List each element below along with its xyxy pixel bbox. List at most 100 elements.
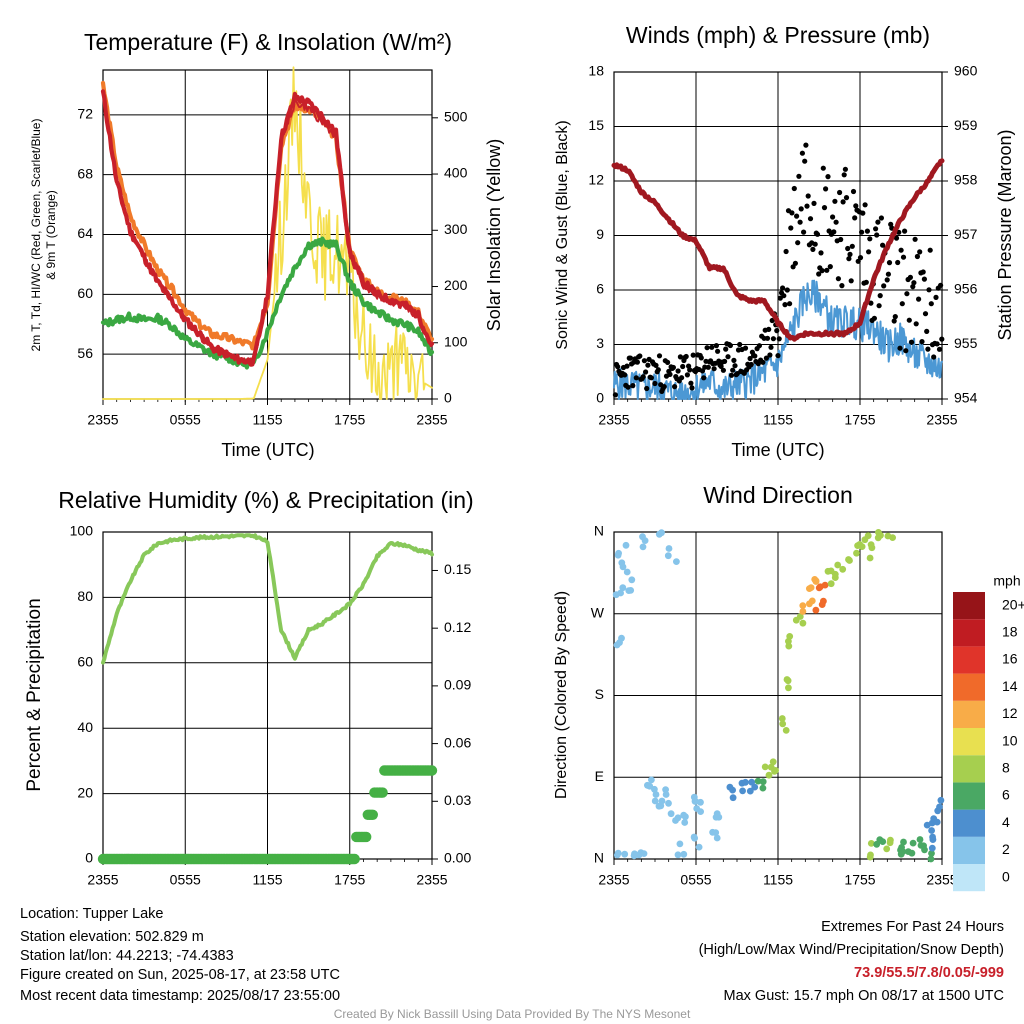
dir-point [691,834,698,842]
dir-point [883,845,891,853]
dir-point [839,565,847,573]
extremes-values: 73.9/55.5/7.8/0.05/-999 [854,965,1004,981]
rh-ytick-label: 40 [77,719,93,735]
dir-point [621,850,629,858]
wind-gust-point [845,245,851,252]
rh-xtick-label: 2355 [416,872,447,888]
dir-point [726,783,734,791]
wind-gust-point [791,185,797,192]
dir-point [778,715,786,722]
dir-xtick-label: 0555 [680,872,711,888]
dir-point [916,836,924,843]
dir-point [834,561,842,569]
wind-gust-point [919,339,925,345]
wind-gust-point [807,216,814,222]
wind-gust-point [799,150,806,156]
wind-gust-point [767,352,773,358]
wind-gust-point [911,280,917,286]
dir-point [751,783,759,791]
wind-gust-point [677,354,684,360]
dir-point [929,836,937,843]
temp-ytick-label: 60 [77,285,93,301]
wind-gust-point [866,249,872,255]
rh-y2tick-label: 0.15 [444,561,471,577]
wind-ytick-label: 3 [596,335,604,351]
temp-y2tick-label: 300 [444,221,468,237]
wind-gust-point [891,318,897,324]
wind-gust-point [737,341,743,348]
wind-gust-point [742,345,749,351]
wind-gust-point [831,229,837,235]
wind-gust-point [814,231,821,237]
wind-gust-point [926,287,932,293]
temp-chart-title: Temperature (F) & Insolation (W/m²) [84,29,452,55]
dir-ytick-label: S [595,686,604,702]
dir-point [831,570,839,578]
wind-gust-point [798,206,804,212]
wind-gust-point [704,345,710,351]
wind-gust-point [812,241,818,247]
dir-point [665,799,672,807]
wind-gust-point [827,264,833,270]
wind-gust-point [839,283,845,289]
dir-chart-title: Wind Direction [703,482,853,508]
wind-gust-point [756,343,763,349]
wind-gust-point [748,361,754,368]
recent-data-text: Most recent data timestamp: 2025/08/17 2… [20,988,341,1004]
wind-gust-point [922,311,929,317]
dir-point [769,758,777,766]
rh-series-relative-humidity [101,533,434,665]
wind-gust-point [645,362,651,368]
wind-gust-point [781,293,787,299]
wind-gust-point [801,229,807,235]
dir-legend-swatch [953,755,985,783]
wind-gust-point [825,174,831,180]
wind-gust-point [886,260,893,266]
dir-legend-swatch [953,619,985,647]
temp-ytick-label: 72 [77,106,93,122]
temp-ytick-label: 56 [77,345,93,361]
dir-point [676,840,684,848]
dir-xtick-label: 2355 [926,872,957,888]
wind-gust-point [760,359,766,365]
temp-xtick-label: 2355 [416,412,447,428]
dir-point [827,580,835,588]
wind-gust-point [903,348,909,354]
wind-gust-point [655,367,661,373]
dir-legend-label: 12 [1002,705,1018,721]
dir-point [651,797,659,805]
wind-gust-point [612,392,619,398]
dir-point [681,819,689,826]
wind-gust-point [652,380,658,387]
wind-frame [613,71,943,400]
dir-point [808,597,816,605]
wind-y2tick-label: 956 [954,281,978,297]
wind-gust-point [805,193,811,199]
wind-gust-point [820,165,826,171]
dir-point [771,767,778,775]
wind-gust-point [864,228,871,234]
dir-legend-title: mph [993,573,1020,589]
dir-point [937,796,945,804]
dir-point [879,838,887,845]
wind-gust-point [832,198,838,204]
dir-point [691,797,699,805]
wind-gust-point [675,368,681,374]
wind-ytick-label: 18 [588,63,604,79]
wind-gust-point [841,172,847,178]
dir-point [648,776,655,784]
wind-gust-point [925,346,931,352]
wind-chart-title: Winds (mph) & Pressure (mb) [626,22,930,48]
wind-gust-point [914,253,921,260]
dir-legend-label: 14 [1002,678,1018,694]
wind-gust-point [752,353,758,359]
wind-gust-point [931,354,937,360]
wind-gust-point [709,344,715,350]
wind-gust-point [924,328,930,334]
wind-gust-point [725,354,731,360]
dir-ylabel-left: Direction (Colored By Speed) [553,591,570,799]
wind-gust-point [796,173,802,179]
rh-y2tick-label: 0.12 [444,619,471,635]
wind-gust-point [782,302,788,308]
wind-gust-point [816,271,822,277]
